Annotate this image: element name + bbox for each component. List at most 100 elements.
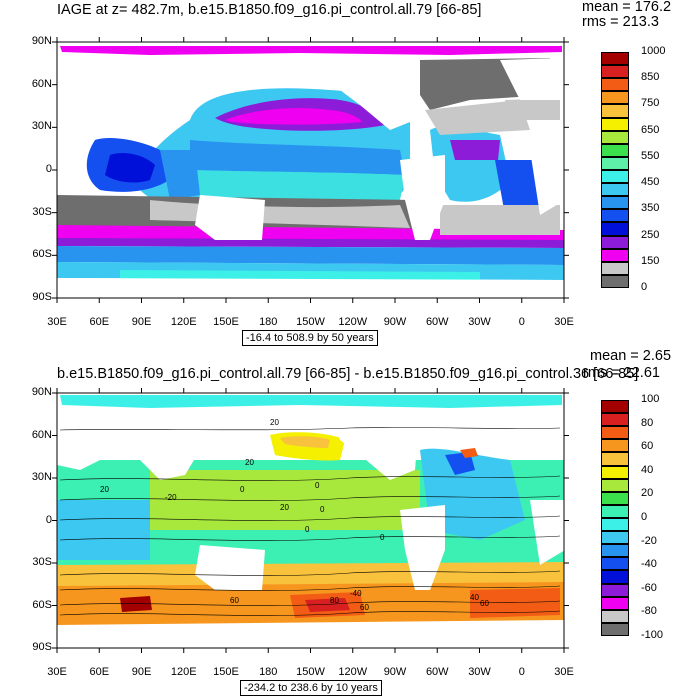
colorbar-label: 100 bbox=[641, 393, 660, 405]
contour-label: 60 bbox=[360, 603, 369, 612]
colorbar-swatch bbox=[601, 583, 629, 597]
colorbar-swatch bbox=[601, 274, 629, 288]
panel1-map bbox=[57, 42, 564, 298]
colorbar-label: 0 bbox=[641, 281, 648, 293]
colorbar-label: 80 bbox=[641, 416, 654, 429]
contour-label: 20 bbox=[245, 458, 254, 467]
colorbar-swatch bbox=[601, 52, 629, 66]
colorbar-swatch bbox=[601, 196, 629, 210]
contour-label: 20 bbox=[100, 485, 109, 494]
lon-label: 90W bbox=[383, 316, 407, 328]
lon-label: 0 bbox=[518, 316, 525, 328]
lon-label: 60E bbox=[89, 666, 110, 678]
lat-label: 0 bbox=[45, 163, 52, 175]
colorbar-label: 150 bbox=[641, 254, 660, 267]
lon-label: 150W bbox=[296, 666, 325, 678]
lat-label: 0 bbox=[45, 513, 52, 526]
lat-label: 60N bbox=[31, 77, 52, 90]
lon-label: 150W bbox=[296, 316, 325, 328]
colorbar-swatch bbox=[601, 609, 629, 623]
colorbar-swatch bbox=[601, 426, 629, 440]
lat-label: 30S bbox=[32, 556, 52, 568]
colorbar-label: 750 bbox=[641, 97, 660, 110]
colorbar-swatch bbox=[601, 248, 629, 262]
colorbar-label: 350 bbox=[641, 202, 660, 215]
lon-label: 150E bbox=[213, 666, 239, 678]
lon-label: 30E bbox=[554, 666, 574, 678]
colorbar-swatch bbox=[601, 413, 629, 427]
colorbar-swatch bbox=[601, 222, 629, 236]
colorbar-label: -60 bbox=[641, 581, 657, 594]
contour-label: 0 bbox=[320, 505, 325, 514]
contour-label: 40 bbox=[470, 593, 479, 602]
colorbar-label: -80 bbox=[641, 605, 657, 618]
colorbar-label: 250 bbox=[641, 228, 660, 241]
contour-label: -40 bbox=[350, 589, 362, 598]
lon-label: 30E bbox=[554, 316, 574, 328]
colorbar-label: 1000 bbox=[641, 45, 666, 57]
arctic-band bbox=[60, 46, 562, 55]
lat-label: 60N bbox=[31, 428, 52, 441]
panel2-rms: rms = 22.61 bbox=[583, 365, 660, 381]
contour-label: 20 bbox=[280, 503, 289, 512]
colorbar-swatch bbox=[601, 143, 629, 157]
colorbar-swatch bbox=[601, 156, 629, 170]
lon-label: 180 bbox=[259, 666, 278, 678]
lon-label: 90E bbox=[131, 316, 152, 328]
panel2-title: b.e15.B1850.f09_g16.pi_control.all.79 [6… bbox=[57, 366, 639, 382]
colorbar-swatch bbox=[601, 544, 629, 558]
colorbar-label: 20 bbox=[641, 487, 654, 500]
lon-label: 90E bbox=[131, 666, 152, 678]
colorbar-swatch bbox=[601, 452, 629, 466]
contour-label: 80 bbox=[330, 596, 339, 605]
colorbar-swatch bbox=[601, 504, 629, 518]
colorbar-label: 0 bbox=[641, 511, 648, 523]
colorbar-label: 850 bbox=[641, 71, 660, 84]
colorbar-swatch bbox=[601, 622, 629, 636]
colorbar-swatch bbox=[601, 117, 629, 131]
colorbar-label: 550 bbox=[641, 149, 660, 162]
colorbar-swatch bbox=[601, 261, 629, 275]
lon-label: 180 bbox=[259, 316, 278, 328]
colorbar-swatch bbox=[601, 465, 629, 479]
colorbar-swatch bbox=[601, 78, 629, 92]
colorbar-swatch bbox=[601, 596, 629, 610]
lat-label: 30S bbox=[32, 205, 52, 218]
lat-label: 30N bbox=[31, 471, 52, 483]
colorbar-swatch bbox=[601, 531, 629, 545]
panel1-title: IAGE at z= 482.7m, b.e15.B1850.f09_g16.p… bbox=[57, 2, 482, 18]
contour-label: 0 bbox=[315, 481, 320, 490]
lon-label: 60W bbox=[425, 316, 449, 328]
colorbar-label: 450 bbox=[641, 176, 660, 189]
colorbar-swatch bbox=[601, 235, 629, 249]
colorbar-label: 60 bbox=[641, 440, 654, 453]
lon-label: 120E bbox=[170, 666, 197, 678]
colorbar-label: 650 bbox=[641, 123, 660, 136]
colorbar-swatch bbox=[601, 478, 629, 492]
panel1-mean: mean = 176.2 bbox=[582, 0, 672, 15]
lon-label: 30W bbox=[468, 666, 491, 678]
panel2-map bbox=[57, 393, 564, 648]
lon-label: 60W bbox=[425, 666, 449, 678]
colorbar-swatch bbox=[601, 170, 629, 184]
contour-label: 0 bbox=[305, 525, 310, 534]
lat-label: 90S bbox=[32, 291, 52, 303]
colorbar-swatch bbox=[601, 104, 629, 118]
lon-label: 60E bbox=[89, 316, 110, 328]
lat-label: 90N bbox=[31, 35, 52, 47]
lon-label: 0 bbox=[518, 666, 525, 678]
contour-label: 60 bbox=[230, 596, 239, 605]
colorbar-swatch bbox=[601, 209, 629, 223]
lon-label: 150E bbox=[213, 316, 239, 328]
colorbar-label: -100 bbox=[641, 629, 664, 641]
contour-label: 60 bbox=[480, 599, 489, 608]
colorbar-swatch bbox=[601, 439, 629, 453]
lat-label: 30N bbox=[31, 120, 52, 133]
panel1-rms: rms = 213.3 bbox=[582, 14, 659, 30]
colorbar-label: 40 bbox=[641, 463, 654, 476]
lat-label: 60S bbox=[32, 248, 52, 261]
contour-label: 0 bbox=[240, 485, 245, 494]
lon-label: 30E bbox=[47, 316, 67, 328]
lon-label: 30E bbox=[47, 666, 67, 678]
